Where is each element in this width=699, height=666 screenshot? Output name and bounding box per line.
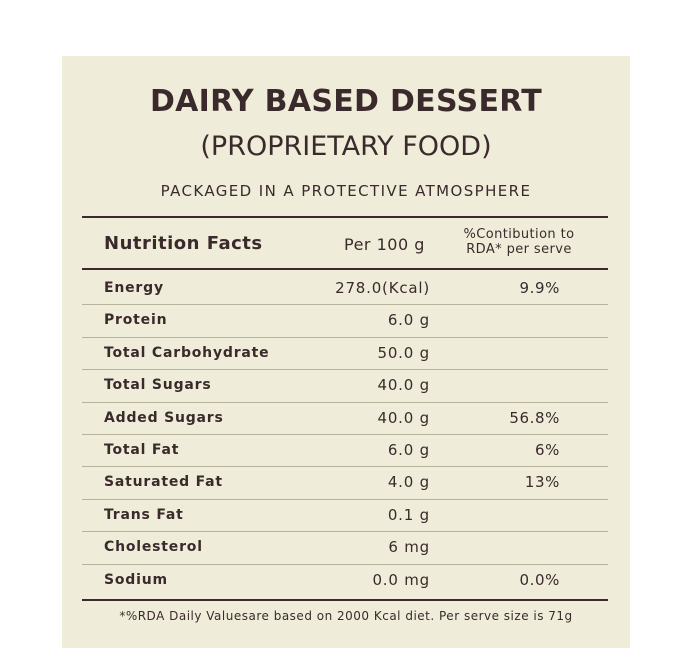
nutrient-rda-percent: 0.0% [519, 570, 560, 589]
nutrient-value-per-100g: 0.1 g [387, 505, 430, 524]
nutrient-value-per-100g: 6 mg [388, 538, 430, 557]
table-row: Saturated Fat 4.0 g 13% [82, 467, 608, 500]
nutrition-rows: Energy 278.0(Kcal) 9.9% Protein 6.0 g Total C… [82, 273, 608, 597]
header-rda-line1: %Contibution to [463, 227, 575, 242]
table-header: Nutrition Facts Per 100 g %Contibution t… [82, 219, 608, 269]
table-header-rule [82, 268, 608, 270]
header-per-100g: Per 100 g [344, 235, 425, 254]
nutrient-value-per-100g: 4.0 g [387, 473, 430, 492]
product-subtitle: (PROPRIETARY FOOD) [200, 131, 492, 162]
header-nutrition-facts: Nutrition Facts [104, 233, 263, 254]
table-row: Added Sugars 40.0 g 56.8% [82, 403, 608, 435]
nutrient-rda-percent: 9.9% [519, 279, 560, 297]
header-rda-line2: RDA* per serve [466, 242, 572, 257]
nutrient-rda-percent: 56.8% [509, 408, 560, 427]
footnote: *%RDA Daily Valuesare based on 2000 Kcal… [119, 609, 573, 623]
table-row: Total Fat 6.0 g 6% [82, 435, 608, 468]
table-row: Total Sugars 40.0 g [82, 370, 608, 403]
header-rda: %Contibution to RDA* per serve [444, 227, 594, 257]
nutrient-name: Sodium [104, 571, 168, 588]
nutrient-rda-percent: 13% [524, 473, 560, 492]
nutrient-name: Total Fat [104, 441, 180, 458]
nutrient-name: Added Sugars [104, 409, 224, 426]
nutrient-value-per-100g: 0.0 mg [372, 570, 430, 589]
table-row: Energy 278.0(Kcal) 9.9% [82, 273, 608, 306]
nutrient-value-per-100g: 6.0 g [387, 440, 430, 459]
nutrient-name: Total Sugars [104, 377, 212, 394]
nutrient-rda-percent: 6% [535, 440, 560, 459]
nutrient-value-per-100g: 40.0 g [377, 408, 430, 427]
table-row: Cholesterol 6 mg [82, 532, 608, 565]
nutrient-name: Protein [104, 312, 168, 329]
table-top-rule [82, 216, 608, 218]
nutrient-name: Cholesterol [104, 539, 203, 556]
nutrient-name: Saturated Fat [104, 474, 223, 491]
table-row: Sodium 0.0 mg 0.0% [82, 565, 608, 597]
table-row: Protein 6.0 g [82, 305, 608, 338]
nutrient-value-per-100g: 278.0(Kcal) [335, 279, 430, 297]
packaging-note: PACKAGED IN A PROTECTIVE ATMOSPHERE [160, 182, 532, 200]
nutrient-name: Energy [104, 280, 164, 296]
nutrition-label-panel: DAIRY BASED DESSERT (PROPRIETARY FOOD) P… [62, 56, 630, 648]
nutrient-value-per-100g: 50.0 g [377, 343, 430, 362]
nutrient-value-per-100g: 6.0 g [387, 311, 430, 330]
table-row: Total Carbohydrate 50.0 g [82, 338, 608, 371]
nutrient-name: Trans Fat [104, 506, 184, 523]
product-title: DAIRY BASED DESSERT [149, 84, 543, 119]
table-row: Trans Fat 0.1 g [82, 500, 608, 533]
nutrient-value-per-100g: 40.0 g [377, 376, 430, 395]
table-bottom-rule [82, 599, 608, 601]
nutrient-name: Total Carbohydrate [104, 344, 270, 361]
